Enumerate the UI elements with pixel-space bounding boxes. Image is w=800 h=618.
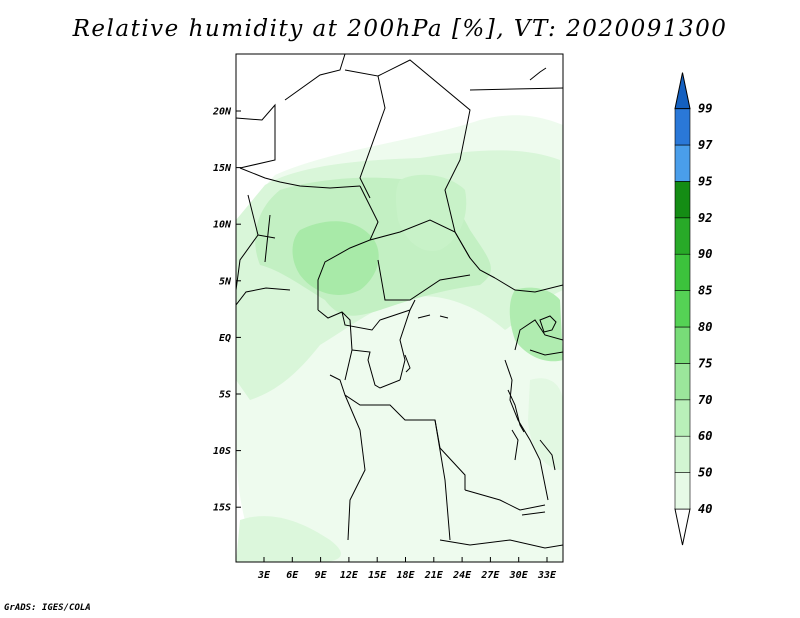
colorbar-level-label: 40 (698, 502, 712, 516)
colorbar-level-label: 80 (698, 320, 712, 334)
colorbar-level-label: 92 (698, 211, 712, 225)
colorbar-level-label: 60 (698, 429, 712, 443)
humidity-region-70b (509, 287, 563, 362)
lat-label: 15N (213, 163, 232, 174)
lat-label: 5S (219, 390, 231, 401)
lon-label: 33E (537, 570, 557, 581)
longitude-axis: 3E 6E 9E 12E 15E 18E 21E 24E 27E 30E 33E (257, 557, 557, 581)
lon-label: 21E (424, 570, 444, 581)
lat-label: 5N (219, 276, 232, 287)
colorbar: 40 50 60 70 75 80 85 90 92 95 97 99 (674, 72, 713, 546)
humidity-region-60b (395, 174, 467, 251)
lon-label: 12E (340, 570, 359, 581)
lon-label: 24E (452, 570, 472, 581)
colorbar-box (674, 472, 691, 510)
colorbar-level-label: 70 (698, 393, 712, 407)
map-frame (235, 53, 564, 563)
colorbar-box (674, 108, 691, 146)
colorbar-box (674, 144, 691, 182)
lat-label: 10S (213, 446, 231, 457)
colorbar-box (674, 217, 691, 255)
colorbar-level-label: 99 (698, 102, 712, 116)
chart-title: Relative humidity at 200hPa [%], VT: 202… (72, 16, 728, 42)
humidity-region-50c (236, 516, 341, 562)
colorbar-box (674, 181, 691, 219)
humidity-field (236, 115, 563, 562)
colorbar-box (674, 399, 691, 437)
colorbar-level-label: 75 (698, 356, 712, 370)
colorbar-box (674, 435, 691, 473)
colorbar-level-label: 95 (698, 174, 712, 188)
colorbar-level-label: 50 (698, 466, 712, 480)
colorbar-level-label: 85 (698, 284, 712, 298)
colorbar-box (674, 253, 691, 291)
lat-label: EQ (219, 333, 231, 344)
grads-credit: GrADS: IGES/COLA (4, 603, 91, 613)
lat-label: 20N (212, 107, 232, 118)
lakes (404, 67, 557, 516)
colorbar-level-label: 90 (698, 247, 712, 261)
colorbar-box (674, 326, 691, 364)
lon-label: 18E (396, 570, 415, 581)
colorbar-box (674, 363, 691, 401)
lon-label: 3E (257, 570, 271, 581)
lat-label: 10N (213, 220, 232, 231)
humidity-region-70 (292, 221, 379, 295)
lon-label: 9E (315, 570, 328, 581)
colorbar-lower-arrow (674, 508, 691, 546)
lat-label: 15S (213, 503, 231, 514)
country-borders (236, 54, 563, 549)
colorbar-level-label: 97 (698, 138, 713, 152)
lon-label: 6E (286, 570, 299, 581)
latitude-axis: 20N 15N 10N 5N EQ 5S 10S 15S (212, 107, 241, 514)
colorbar-upper-arrow (674, 72, 691, 110)
lon-label: 15E (368, 570, 387, 581)
lon-label: 30E (509, 570, 529, 581)
colorbar-box (674, 290, 691, 328)
humidity-region-50d (528, 378, 563, 470)
lon-label: 27E (480, 570, 500, 581)
